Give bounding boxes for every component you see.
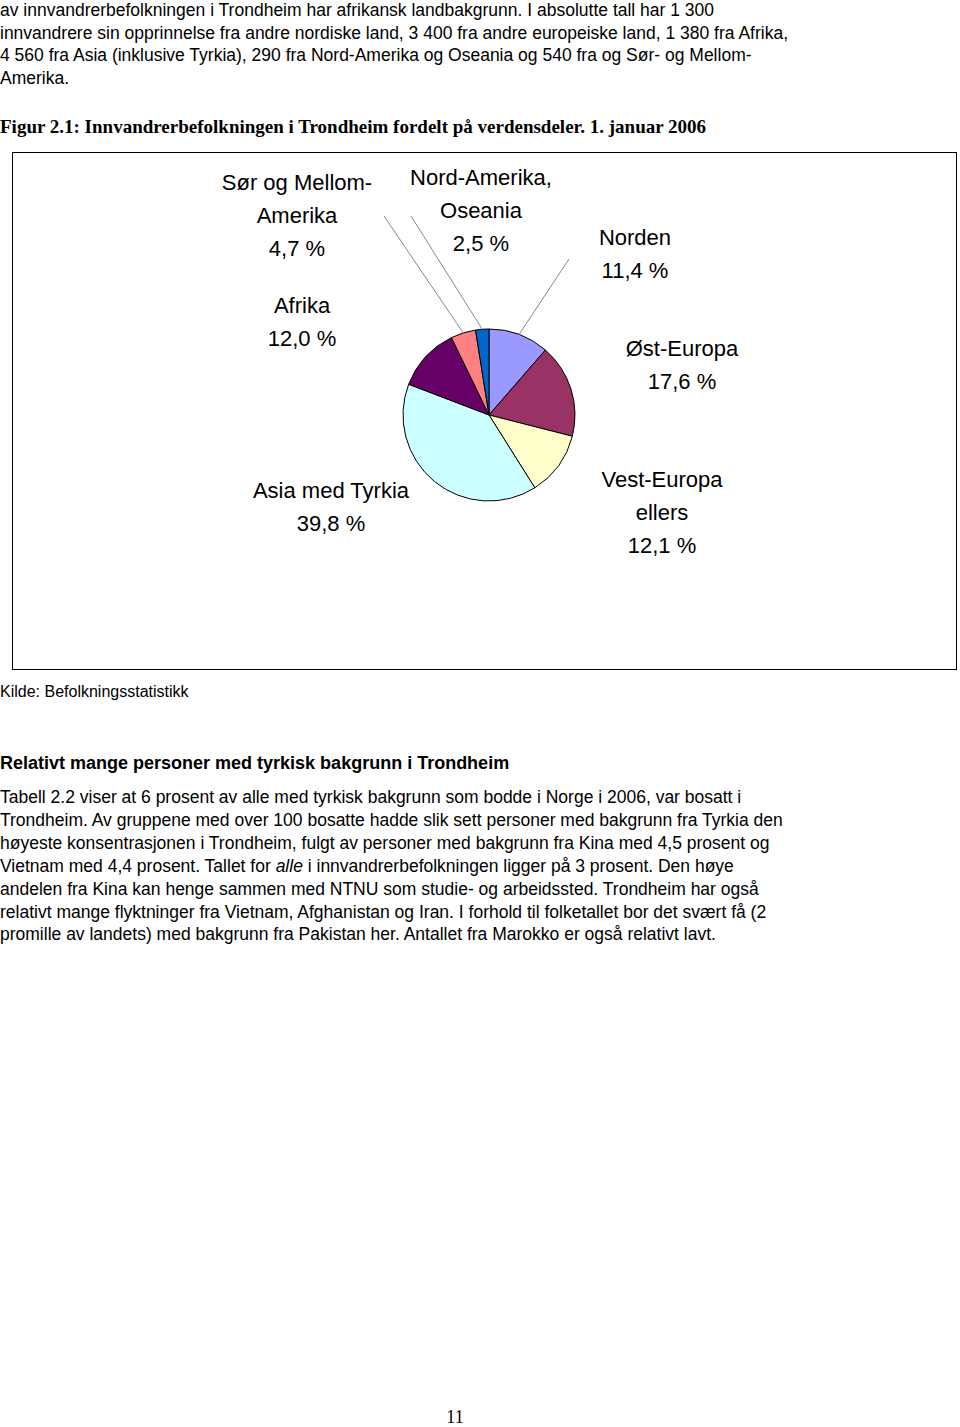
html-text:11: 11 xyxy=(446,1407,464,1427)
svg-text:Asia med Tyrkia: Asia med Tyrkia xyxy=(253,478,410,503)
svg-text:Nord-Amerika,: Nord-Amerika, xyxy=(410,165,552,190)
html-text:Kilde: Befolkningsstatistikk: Kilde: Befolkningsstatistikk xyxy=(0,683,189,700)
html-text:Relativt mange personer med ty: Relativt mange personer med tyrkisk bakg… xyxy=(0,753,510,773)
svg-text:ellers: ellers xyxy=(636,500,689,525)
html-text:Tabell 2.2 viser at 6 prosent: Tabell 2.2 viser at 6 prosent av alle me… xyxy=(0,787,742,807)
svg-text:Oseania: Oseania xyxy=(440,198,523,223)
svg-text:Vest-Europa: Vest-Europa xyxy=(601,467,723,492)
svg-text:11,4 %: 11,4 % xyxy=(602,258,669,283)
html-text:Figur 2.1: Innvandrerbefolknin: Figur 2.1: Innvandrerbefolkningen i Tron… xyxy=(0,116,707,137)
svg-text:17,6 %: 17,6 % xyxy=(648,369,717,394)
html-text:relativt mange flyktninger fra: relativt mange flyktninger fra Vietnam, … xyxy=(0,901,767,922)
html-text:høyeste konsentrasjonen i Tron: høyeste konsentrasjonen i Trondheim, ful… xyxy=(0,832,770,853)
svg-text:Sør og Mellom-: Sør og Mellom- xyxy=(222,170,372,195)
html-text:Vietnam med 4,4 prosent. Talle: Vietnam med 4,4 prosent. Tallet for alle… xyxy=(0,855,734,876)
html-text:av innvandrerbefolkningen i Tr: av innvandrerbefolkningen i Trondheim ha… xyxy=(0,0,715,20)
svg-text:Norden: Norden xyxy=(599,225,671,250)
svg-text:Øst-Europa: Øst-Europa xyxy=(626,336,739,361)
html-text:4 560 fra Asia (inklusive Tyrk: 4 560 fra Asia (inklusive Tyrkia), 290 f… xyxy=(0,45,752,65)
html-text:andelen fra Kina kan henge sam: andelen fra Kina kan henge sammen med NT… xyxy=(0,878,759,899)
svg-text:2,5 %: 2,5 % xyxy=(453,231,509,256)
svg-text:Amerika: Amerika xyxy=(257,203,338,228)
html-text:promille av landets) med bakgr: promille av landets) med bakgrunn fra Pa… xyxy=(0,924,716,945)
svg-text:39,8 %: 39,8 % xyxy=(297,511,366,536)
svg-text:4,7 %: 4,7 % xyxy=(269,236,325,261)
svg-text:Afrika: Afrika xyxy=(274,293,331,318)
html-text:Trondheim. Av gruppene med ove: Trondheim. Av gruppene med over 100 bosa… xyxy=(0,809,783,830)
html-text:Amerika.: Amerika. xyxy=(0,67,69,88)
svg-text:12,1 %: 12,1 % xyxy=(628,533,697,558)
svg-text:12,0 %: 12,0 % xyxy=(268,326,337,351)
html-text:innvandrere sin opprinnelse fr: innvandrere sin opprinnelse fra andre no… xyxy=(0,22,788,43)
